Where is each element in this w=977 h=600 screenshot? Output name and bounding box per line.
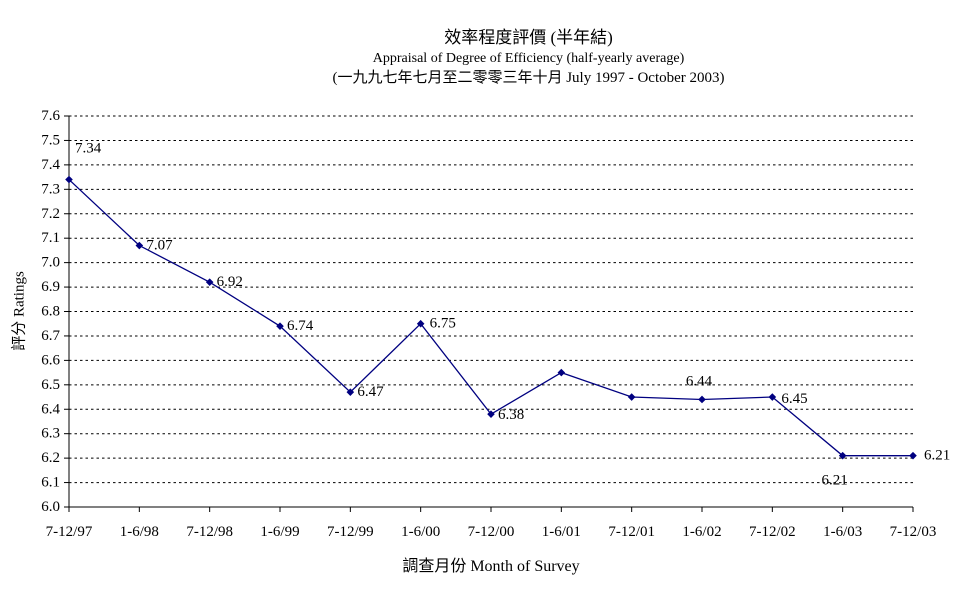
chart-title-line3: (一九九七年七月至二零零三年十月 July 1997 - October 200… [332,70,725,86]
data-point-marker [65,175,73,184]
data-point-label: 6.21 [924,448,950,464]
y-tick-label: 7.1 [41,230,60,246]
data-point-label: 6.38 [498,407,524,423]
x-tick-label: 7-12/99 [327,524,374,540]
y-tick-label: 6.2 [41,450,60,466]
data-point-marker [416,319,425,328]
data-point-label: 6.74 [287,318,314,334]
data-point-marker [557,368,566,377]
data-point-label: 6.92 [217,274,243,290]
y-tick-label: 7.3 [41,181,60,197]
y-tick-label: 6.7 [41,328,60,344]
y-tick-label: 6.4 [41,401,60,417]
y-tick-label: 7.6 [41,108,60,124]
x-tick-label: 7-12/01 [608,524,655,540]
data-point-marker [135,241,144,250]
x-tick-label: 1-6/02 [682,524,721,540]
x-tick-label: 1-6/00 [401,524,440,540]
data-point-marker [909,451,917,460]
data-point-marker [276,322,284,330]
data-point-label: 6.21 [822,473,848,489]
data-point-marker [627,393,636,401]
x-tick-label: 7-12/03 [890,524,937,540]
y-tick-label: 6.3 [41,426,60,442]
data-point-marker [768,393,777,401]
data-point-marker [346,388,355,396]
x-tick-label: 1-6/98 [120,524,159,540]
x-tick-label: 1-6/99 [260,524,299,540]
x-tick-label: 7-12/98 [186,524,233,540]
x-tick-label: 1-6/03 [823,524,862,540]
y-tick-label: 7.4 [41,157,60,173]
y-tick-label: 7.0 [41,255,60,271]
data-point-label: 7.34 [75,141,102,157]
y-tick-label: 6.6 [41,352,60,368]
data-point-label: 6.44 [686,373,713,389]
chart-title-line1: 效率程度評價 (半年結) [444,28,613,47]
x-tick-label: 7-12/97 [46,524,93,540]
y-tick-label: 6.5 [41,377,60,393]
y-tick-label: 6.9 [41,279,60,295]
data-point-label: 6.75 [430,316,456,332]
x-tick-label: 7-12/02 [749,524,796,540]
y-tick-label: 6.0 [41,499,60,515]
y-tick-label: 6.1 [41,475,60,491]
y-tick-label: 7.5 [41,132,60,148]
data-point-label: 6.47 [357,384,384,400]
chart-title-line2: Appraisal of Degree of Efficiency (half-… [372,51,685,66]
chart-title: 效率程度評價 (半年結) Appraisal of Degree of Effi… [80,26,977,89]
x-tick-label: 1-6/01 [542,524,581,540]
y-tick-label: 7.2 [41,206,60,222]
x-axis-title: 調查月份 Month of Survey [402,558,580,575]
data-point-marker [205,278,214,286]
y-tick-label: 6.8 [41,304,60,320]
data-point-marker [838,451,847,460]
x-tick-label: 7-12/00 [468,524,515,540]
data-point-label: 7.07 [146,238,173,254]
data-point-label: 6.45 [781,391,807,407]
data-point-marker [487,410,495,418]
data-point-marker [698,395,706,404]
